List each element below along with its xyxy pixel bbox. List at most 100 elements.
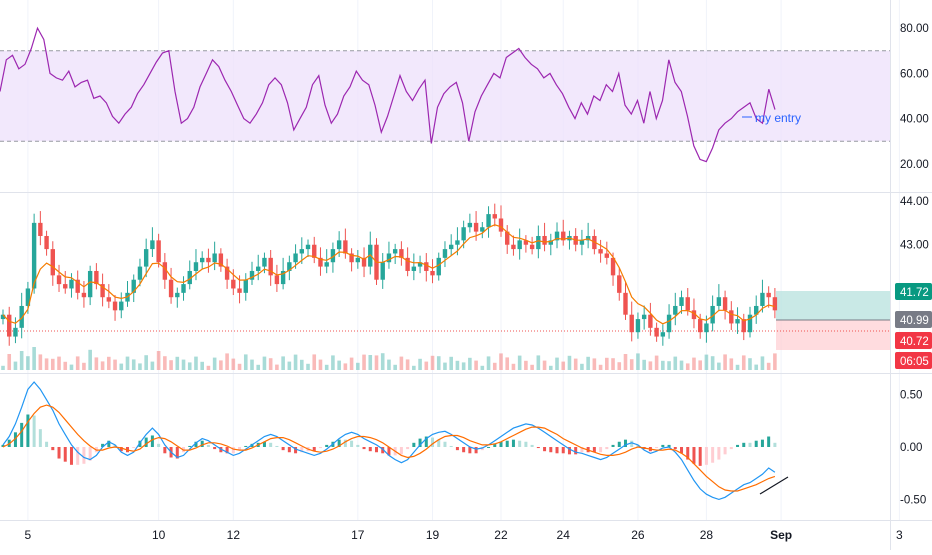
rsi-annotation[interactable]: my entry <box>755 111 801 125</box>
volume-bar <box>200 361 204 370</box>
volume-bar <box>692 357 696 370</box>
macd-pane[interactable] <box>1 381 789 501</box>
volume-bar <box>573 358 578 370</box>
histogram-bar <box>524 441 528 447</box>
price-pane[interactable] <box>0 203 890 370</box>
candle-body <box>411 266 417 271</box>
histogram-bar <box>698 447 702 466</box>
volume-bar <box>318 359 323 370</box>
volume-bar <box>131 359 136 370</box>
time-axis[interactable]: 51012171922242628Sep379 <box>25 528 932 542</box>
candle-body <box>685 297 690 311</box>
candle-body <box>579 240 585 245</box>
candle-body <box>63 284 68 289</box>
histogram-bar <box>1 444 5 447</box>
histogram-bar <box>45 441 49 447</box>
candle-body <box>673 305 678 315</box>
candle-body <box>461 227 466 241</box>
volume-bar <box>717 362 721 370</box>
histogram-bar <box>736 444 740 447</box>
volume-bar <box>275 364 279 370</box>
candle-body <box>112 301 118 311</box>
histogram-bar <box>611 444 615 447</box>
candle-body <box>231 279 236 289</box>
volume-bar <box>312 354 317 370</box>
candle-body <box>735 319 740 324</box>
candle-body <box>330 249 336 263</box>
candle-body <box>610 257 616 276</box>
candle-body <box>69 279 74 289</box>
histogram-bar <box>605 447 609 450</box>
candle-body <box>212 253 217 263</box>
volume-bar <box>362 354 366 370</box>
candle-body <box>274 275 280 285</box>
time-axis-label: 5 <box>25 528 32 542</box>
rsi-pane[interactable]: my entry <box>0 26 890 163</box>
volume-bars <box>1 347 777 370</box>
histogram-bar <box>175 447 179 459</box>
candle-body <box>405 257 410 271</box>
candle-body <box>318 257 323 267</box>
volume-bar <box>760 356 765 370</box>
volume-bar <box>499 353 503 370</box>
candle-body <box>523 240 529 245</box>
axis-tick-label: 20.00 <box>900 159 929 171</box>
histogram-bar <box>206 444 210 447</box>
candle-body <box>38 222 43 236</box>
candle-body <box>691 310 697 320</box>
histogram-bar <box>362 447 366 450</box>
candle-body <box>511 244 516 250</box>
candle-body <box>287 262 292 271</box>
last-price-badge <box>895 283 932 300</box>
candle-body <box>343 240 348 254</box>
volume-bar <box>617 362 622 370</box>
histogram-bar <box>20 422 24 447</box>
volume-bar <box>94 357 99 370</box>
candle-body <box>305 244 311 250</box>
histogram-bar <box>76 447 80 465</box>
trend-line-drawing[interactable] <box>759 476 789 495</box>
volume-bar <box>468 357 472 370</box>
candle-body <box>436 257 441 276</box>
time-axis-label: 24 <box>557 528 571 542</box>
volume-bar <box>667 361 671 370</box>
rsi-band <box>0 50 890 142</box>
rsi-line <box>0 26 776 163</box>
countdown-badge <box>895 352 932 369</box>
bar-countdown-label: 06:05 <box>900 356 929 368</box>
candle-body <box>766 292 771 298</box>
volume-bar <box>26 356 30 370</box>
volume-bar <box>262 356 267 370</box>
candle-body <box>293 253 298 263</box>
histogram-bar <box>711 447 715 463</box>
histogram-bar <box>767 436 771 447</box>
volume-bar <box>430 355 435 370</box>
candle-body <box>679 297 684 306</box>
candle-body <box>75 279 80 293</box>
histogram-bar <box>406 447 410 450</box>
histogram-bar <box>754 440 758 447</box>
time-axis-label: 26 <box>631 528 645 542</box>
candle-body <box>666 314 672 333</box>
histogram-bar <box>26 414 30 447</box>
volume-bar <box>592 358 597 370</box>
histogram-bar <box>51 447 55 451</box>
price-axis[interactable]: 80.0060.0040.0020.0044.0043.0042.000.500… <box>900 23 929 506</box>
volume-bar <box>113 359 117 370</box>
volume-bar <box>399 356 404 370</box>
volume-bar <box>138 363 142 370</box>
histogram-bar <box>630 440 634 447</box>
volume-bar <box>281 356 285 370</box>
volume-bar <box>57 356 61 370</box>
volume-bar <box>125 356 130 370</box>
volume-bar <box>256 364 261 370</box>
histogram-bar <box>748 442 752 447</box>
volume-bar <box>548 365 553 370</box>
candle-body <box>604 253 610 258</box>
histogram-bar <box>468 447 472 454</box>
candle-body <box>268 257 273 276</box>
candle-body <box>498 218 504 232</box>
histogram-bar <box>381 447 385 454</box>
